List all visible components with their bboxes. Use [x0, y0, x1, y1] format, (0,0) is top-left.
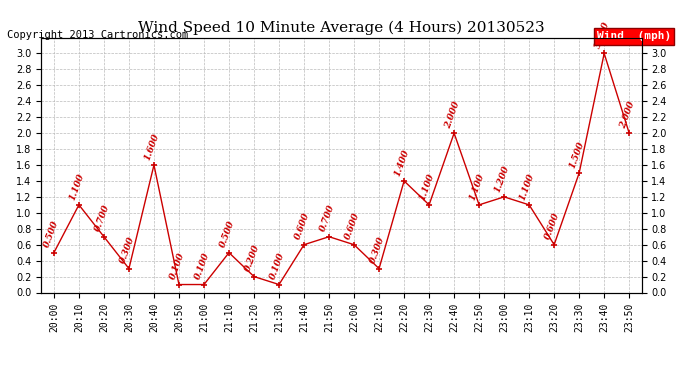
- Text: 0.600: 0.600: [293, 211, 311, 241]
- Text: 0.700: 0.700: [318, 204, 336, 233]
- Text: 1.100: 1.100: [518, 172, 536, 201]
- Text: 1.100: 1.100: [418, 172, 436, 201]
- Text: 1.200: 1.200: [493, 164, 511, 194]
- Text: Copyright 2013 Cartronics.com: Copyright 2013 Cartronics.com: [7, 30, 188, 39]
- Text: 2.000: 2.000: [443, 100, 461, 130]
- Text: 0.100: 0.100: [268, 252, 286, 281]
- Text: 1.500: 1.500: [568, 140, 586, 170]
- Text: 2.000: 2.000: [618, 100, 636, 130]
- Text: Wind  (mph): Wind (mph): [597, 32, 671, 41]
- Text: 1.100: 1.100: [68, 172, 86, 201]
- Text: 0.100: 0.100: [168, 252, 186, 281]
- Text: 0.500: 0.500: [43, 220, 61, 249]
- Text: 0.300: 0.300: [368, 236, 386, 265]
- Text: 0.500: 0.500: [218, 220, 236, 249]
- Title: Wind Speed 10 Minute Average (4 Hours) 20130523: Wind Speed 10 Minute Average (4 Hours) 2…: [138, 21, 545, 35]
- Text: 0.200: 0.200: [243, 243, 261, 273]
- Text: 0.600: 0.600: [343, 211, 361, 241]
- Text: 0.700: 0.700: [93, 204, 111, 233]
- Text: 1.400: 1.400: [393, 148, 411, 177]
- Text: 0.600: 0.600: [543, 211, 561, 241]
- Text: 1.600: 1.600: [143, 132, 161, 162]
- Text: 3.000: 3.000: [593, 20, 611, 50]
- Text: 1.100: 1.100: [468, 172, 486, 201]
- Text: 0.300: 0.300: [118, 236, 136, 265]
- Text: 0.100: 0.100: [193, 252, 211, 281]
